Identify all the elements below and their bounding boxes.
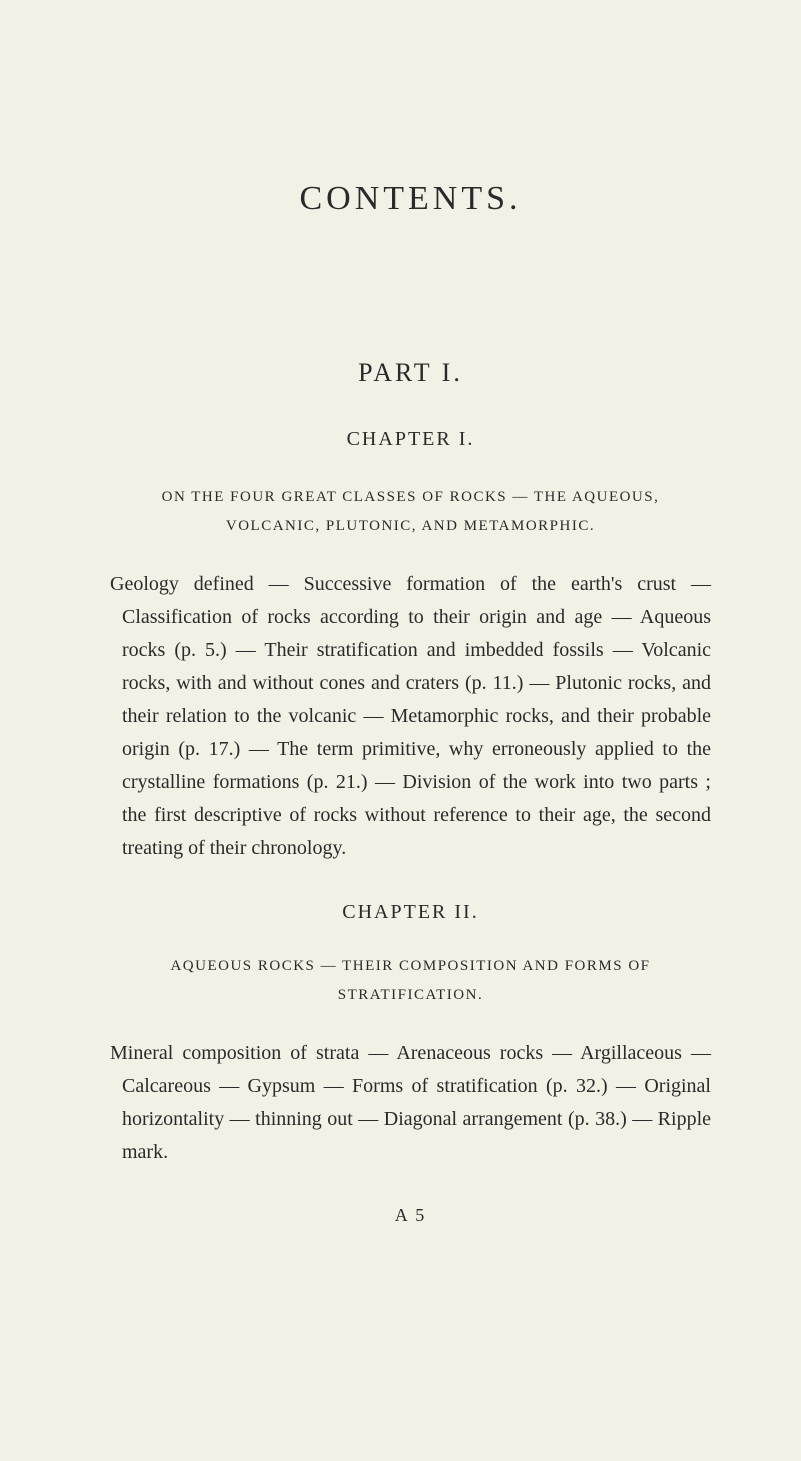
part-heading: PART I. <box>110 358 711 388</box>
chapter-2-subtitle: AQUEOUS ROCKS — THEIR COMPOSITION AND FO… <box>110 952 711 1009</box>
chapter-1-heading: CHAPTER I. <box>110 428 711 451</box>
chapter-1-subtitle: ON THE FOUR GREAT CLASSES OF ROCKS — THE… <box>110 483 711 540</box>
chapter-2-heading: CHAPTER II. <box>110 901 711 924</box>
chapter-1-body: Geology defined — Successive formation o… <box>110 568 711 865</box>
chapter-2-body: Mineral composition of strata — Arenaceo… <box>110 1037 711 1169</box>
contents-title: CONTENTS. <box>110 180 711 218</box>
page-signature: A 5 <box>110 1205 711 1226</box>
